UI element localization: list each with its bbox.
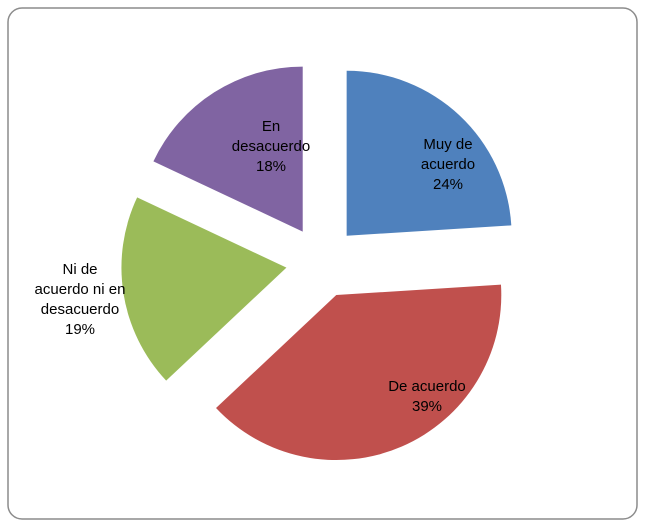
slice-label: Muy de acuerdo 24% bbox=[412, 135, 484, 195]
slice-category: En desacuerdo bbox=[231, 118, 311, 155]
slice-category: De acuerdo bbox=[388, 378, 466, 395]
chart-border bbox=[7, 7, 638, 520]
slice-label: Ni de acuerdo ni en desacuerdo 19% bbox=[34, 260, 126, 340]
slice-label: En desacuerdo 18% bbox=[228, 117, 314, 177]
pie-slice bbox=[216, 284, 502, 461]
slice-value: 24% bbox=[432, 176, 464, 193]
slice-category: Muy de acuerdo bbox=[420, 136, 476, 173]
pie-slice bbox=[121, 197, 287, 381]
slice-value: 39% bbox=[411, 398, 443, 415]
slice-label: De acuerdo 39% bbox=[372, 377, 482, 417]
pie-slice bbox=[346, 70, 512, 236]
slice-value: 18% bbox=[255, 158, 287, 175]
slice-value: 19% bbox=[64, 321, 96, 338]
pie-slice bbox=[153, 66, 303, 232]
slice-category: Ni de acuerdo ni en desacuerdo bbox=[34, 261, 126, 318]
